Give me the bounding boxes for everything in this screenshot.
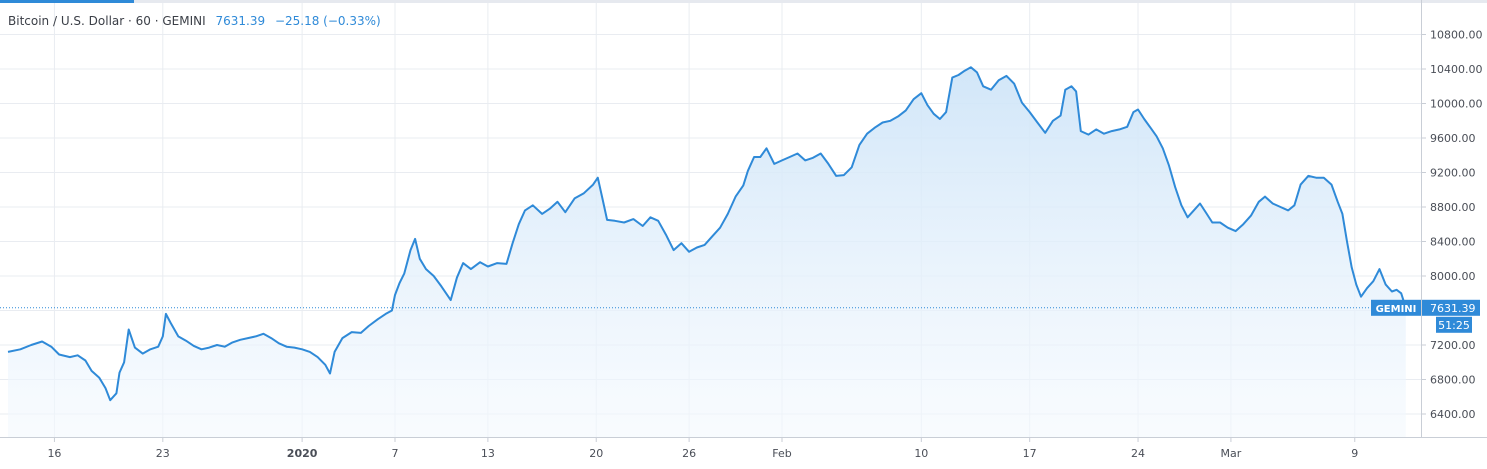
countdown-tag <box>1436 316 1472 333</box>
y-tick-label: 9600.00 <box>1430 132 1476 145</box>
x-tick-label: 10 <box>914 447 928 460</box>
x-tick-label: 24 <box>1131 447 1145 460</box>
price-axis: 6400.006800.007200.007600.008000.008400.… <box>1421 0 1483 437</box>
exchange-tag <box>1371 299 1421 316</box>
x-tick-label: 23 <box>156 447 170 460</box>
price-line <box>7 66 1407 402</box>
price-tags: GEMINI 7631.39 51:25 <box>1371 299 1480 333</box>
countdown-tag-label: 51:25 <box>1438 319 1470 332</box>
symbol-title[interactable]: Bitcoin / U.S. Dollar · 60 · GEMINI <box>8 14 206 28</box>
y-tick-label: 6400.00 <box>1430 408 1476 421</box>
x-tick-label: Feb <box>772 447 791 460</box>
price-area <box>8 67 1406 438</box>
y-tick-label: 7200.00 <box>1430 339 1476 352</box>
y-tick-label: 9200.00 <box>1430 167 1476 180</box>
exchange-tag-label: GEMINI <box>1376 304 1417 315</box>
y-tick-label: 10000.00 <box>1430 98 1483 111</box>
x-tick-label: 13 <box>481 447 495 460</box>
x-tick-label: 20 <box>589 447 603 460</box>
y-tick-label: 8400.00 <box>1430 236 1476 249</box>
x-tick-label: Mar <box>1221 447 1242 460</box>
y-tick-label: 10400.00 <box>1430 63 1483 76</box>
x-tick-label: 9 <box>1351 447 1358 460</box>
x-tick-label: 7 <box>392 447 399 460</box>
x-tick-label: 16 <box>47 447 61 460</box>
price-series <box>0 66 1421 438</box>
time-axis: 16 23 2020 7 13 20 26 Feb 10 17 24 Mar 9 <box>0 437 1487 460</box>
y-tick-label: 8000.00 <box>1430 270 1476 283</box>
legend-change: −25.18 (−0.33%) <box>274 14 381 28</box>
x-tick-label: 2020 <box>287 447 318 460</box>
chart-legend: Bitcoin / U.S. Dollar · 60 · GEMINI 7631… <box>8 14 381 28</box>
last-price-tag <box>1422 299 1480 316</box>
y-tick-label: 8800.00 <box>1430 201 1476 214</box>
y-tick-label: 10800.00 <box>1430 29 1483 42</box>
y-tick-label: 6800.00 <box>1430 374 1476 387</box>
x-tick-label: 26 <box>682 447 696 460</box>
x-tick-label: 17 <box>1023 447 1037 460</box>
top-tab-strip <box>0 0 1487 3</box>
active-tab-indicator <box>0 0 134 3</box>
legend-last-price: 7631.39 <box>215 14 266 28</box>
last-price-tag-label: 7631.39 <box>1430 302 1476 315</box>
